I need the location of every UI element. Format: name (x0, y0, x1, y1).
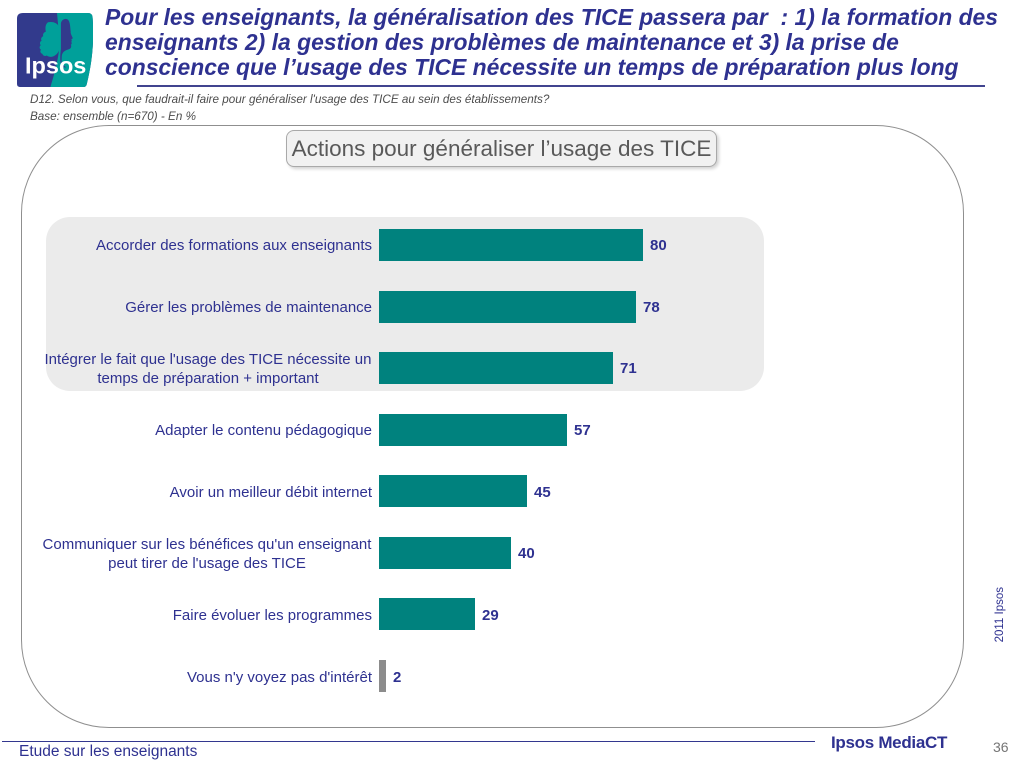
svg-text:Ipsos: Ipsos (25, 53, 86, 79)
